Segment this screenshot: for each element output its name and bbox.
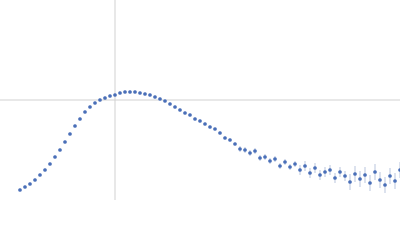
- point: [218, 131, 222, 135]
- point: [253, 149, 257, 153]
- point: [123, 90, 127, 94]
- point: [88, 105, 92, 109]
- point: [28, 182, 32, 186]
- point: [118, 91, 122, 95]
- point: [198, 119, 202, 123]
- point: [158, 97, 162, 101]
- point: [193, 117, 197, 121]
- point: [168, 102, 172, 106]
- point: [98, 98, 102, 102]
- point: [303, 164, 307, 168]
- point: [68, 132, 72, 136]
- point: [343, 174, 347, 178]
- point: [133, 90, 137, 94]
- point: [373, 170, 377, 174]
- point: [393, 179, 397, 183]
- point: [203, 122, 207, 126]
- point: [73, 124, 77, 128]
- point: [228, 138, 232, 142]
- point: [318, 173, 322, 177]
- point: [378, 178, 382, 182]
- chart: [0, 0, 400, 200]
- point: [328, 168, 332, 172]
- point: [248, 151, 252, 155]
- point: [148, 93, 152, 97]
- point: [33, 178, 37, 182]
- point: [153, 95, 157, 99]
- point: [58, 148, 62, 152]
- point: [308, 171, 312, 175]
- point: [48, 162, 52, 166]
- point: [293, 162, 297, 166]
- point: [323, 170, 327, 174]
- point: [43, 168, 47, 172]
- point: [333, 176, 337, 180]
- point: [358, 177, 362, 181]
- point: [348, 180, 352, 184]
- point: [208, 125, 212, 129]
- point: [268, 159, 272, 163]
- point: [93, 101, 97, 105]
- point: [23, 185, 27, 189]
- point: [163, 99, 167, 103]
- point: [63, 140, 67, 144]
- point: [273, 157, 277, 161]
- point: [298, 168, 302, 172]
- point: [178, 108, 182, 112]
- point: [143, 92, 147, 96]
- point: [18, 188, 22, 192]
- point: [38, 173, 42, 177]
- point: [83, 110, 87, 114]
- point: [223, 136, 227, 140]
- point: [383, 183, 387, 187]
- point: [258, 156, 262, 160]
- point: [313, 166, 317, 170]
- point: [243, 148, 247, 152]
- page: {"chart_data": {"type": "scatter", "x": …: [0, 0, 400, 200]
- point: [283, 160, 287, 164]
- point: [278, 164, 282, 168]
- point: [213, 127, 217, 131]
- point: [338, 170, 342, 174]
- point: [188, 113, 192, 117]
- point: [183, 111, 187, 115]
- point: [263, 155, 267, 159]
- point: [353, 172, 357, 176]
- point: [113, 93, 117, 97]
- point: [128, 90, 132, 94]
- point: [288, 165, 292, 169]
- point: [363, 173, 367, 177]
- point: [173, 105, 177, 109]
- point: [138, 91, 142, 95]
- point: [103, 96, 107, 100]
- point: [388, 174, 392, 178]
- point: [238, 147, 242, 151]
- point: [108, 94, 112, 98]
- point: [78, 117, 82, 121]
- point: [368, 181, 372, 185]
- point: [233, 142, 237, 146]
- point: [53, 155, 57, 159]
